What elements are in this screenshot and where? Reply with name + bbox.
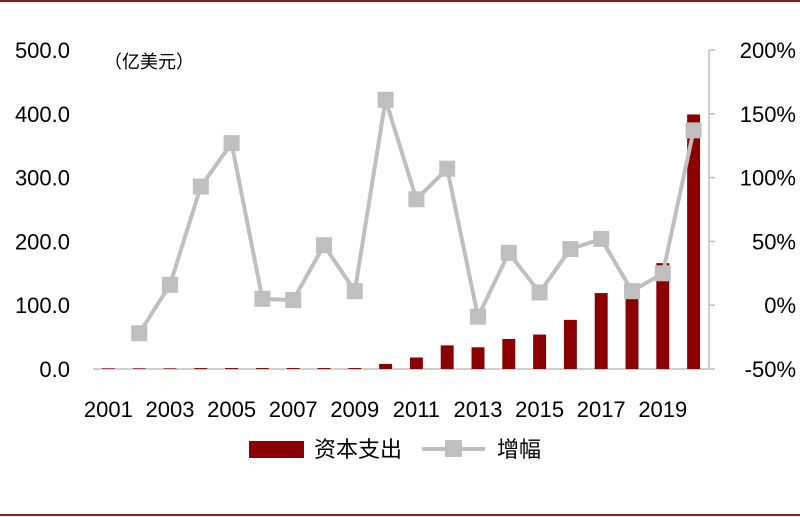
line-series [131,91,702,342]
axes-group [93,49,715,370]
y-left-tick-label: 200.0 [15,229,70,254]
x-tick-label: 2015 [515,397,564,422]
legend-line-label: 增幅 [497,438,541,463]
y-left-tick-label: 500.0 [15,38,70,63]
bottom-rule [0,514,800,516]
point-2003 [162,276,178,293]
point-2015 [531,284,548,301]
bar-2003 [163,368,177,369]
point-2007 [285,292,302,309]
x-tick-label: 2001 [84,397,133,422]
legend-bar-label: 资本支出 [314,438,402,463]
bar-2013 [471,347,485,369]
y-right-tick-label: 100% [740,166,796,191]
point-2006 [254,290,271,307]
point-2002 [131,325,148,342]
bar-2010 [379,363,393,369]
point-2019 [654,265,671,282]
bar-2015 [533,334,547,369]
point-2009 [346,283,363,300]
point-2018 [624,283,640,300]
x-tick-label: 2013 [454,397,503,422]
point-2013 [470,308,486,325]
point-2005 [223,135,240,152]
bar-2009 [348,368,362,369]
y-right-tick-label: -50% [745,357,796,382]
tick-labels: 0.0 100.0 200.0 300.0 400.0 500.0 -50% 0% 50% 100… [15,38,796,422]
x-tick-label: 2007 [269,397,318,422]
bar-2016 [563,319,577,369]
y-right-tick-label: 150% [740,102,796,127]
bar-2017 [594,293,608,369]
bar-2020 [687,114,701,369]
bar-2014 [502,339,516,369]
x-tick-label: 2019 [638,397,687,422]
x-tick-label: 2017 [577,397,626,422]
legend-line-marker [445,440,462,457]
bar-2002 [132,368,146,369]
point-2020 [685,122,702,139]
point-2004 [192,178,209,195]
bar-series [101,114,701,369]
growth-line [137,97,696,335]
bar-2001 [101,368,115,369]
bar-2008 [317,368,331,369]
y-right-tick-label: 200% [740,38,796,63]
x-tick-label: 2011 [393,397,440,422]
point-2008 [316,237,332,254]
bar-2007 [286,368,300,369]
point-2010 [377,91,394,108]
x-tick-label: 2009 [330,397,379,422]
point-2016 [562,241,579,258]
x-tick-label: 2003 [146,397,195,422]
legend-bar-swatch [249,441,304,458]
bar-2011 [409,357,423,369]
bar-2006 [255,368,269,369]
y-left-tick-label: 300.0 [15,166,70,191]
legend: 资本支出 增幅 [249,438,541,463]
point-2011 [408,191,425,208]
point-2012 [439,160,456,177]
x-tick-label: 2005 [207,397,256,422]
y-right-tick-label: 0% [764,293,796,318]
bar-2012 [440,345,454,369]
point-2017 [593,230,610,247]
unit-label: （亿美元） [104,52,194,73]
y-left-tick-label: 0.0 [39,357,70,382]
bar-2005 [225,368,239,369]
y-right-tick-label: 50% [752,229,796,254]
bar-2019 [656,263,670,369]
top-rule [0,0,800,2]
y-left-tick-label: 100.0 [15,293,70,318]
bar-2018 [625,287,639,369]
point-2014 [500,244,517,261]
y-left-tick-label: 400.0 [15,102,70,127]
bar-2004 [194,368,208,369]
